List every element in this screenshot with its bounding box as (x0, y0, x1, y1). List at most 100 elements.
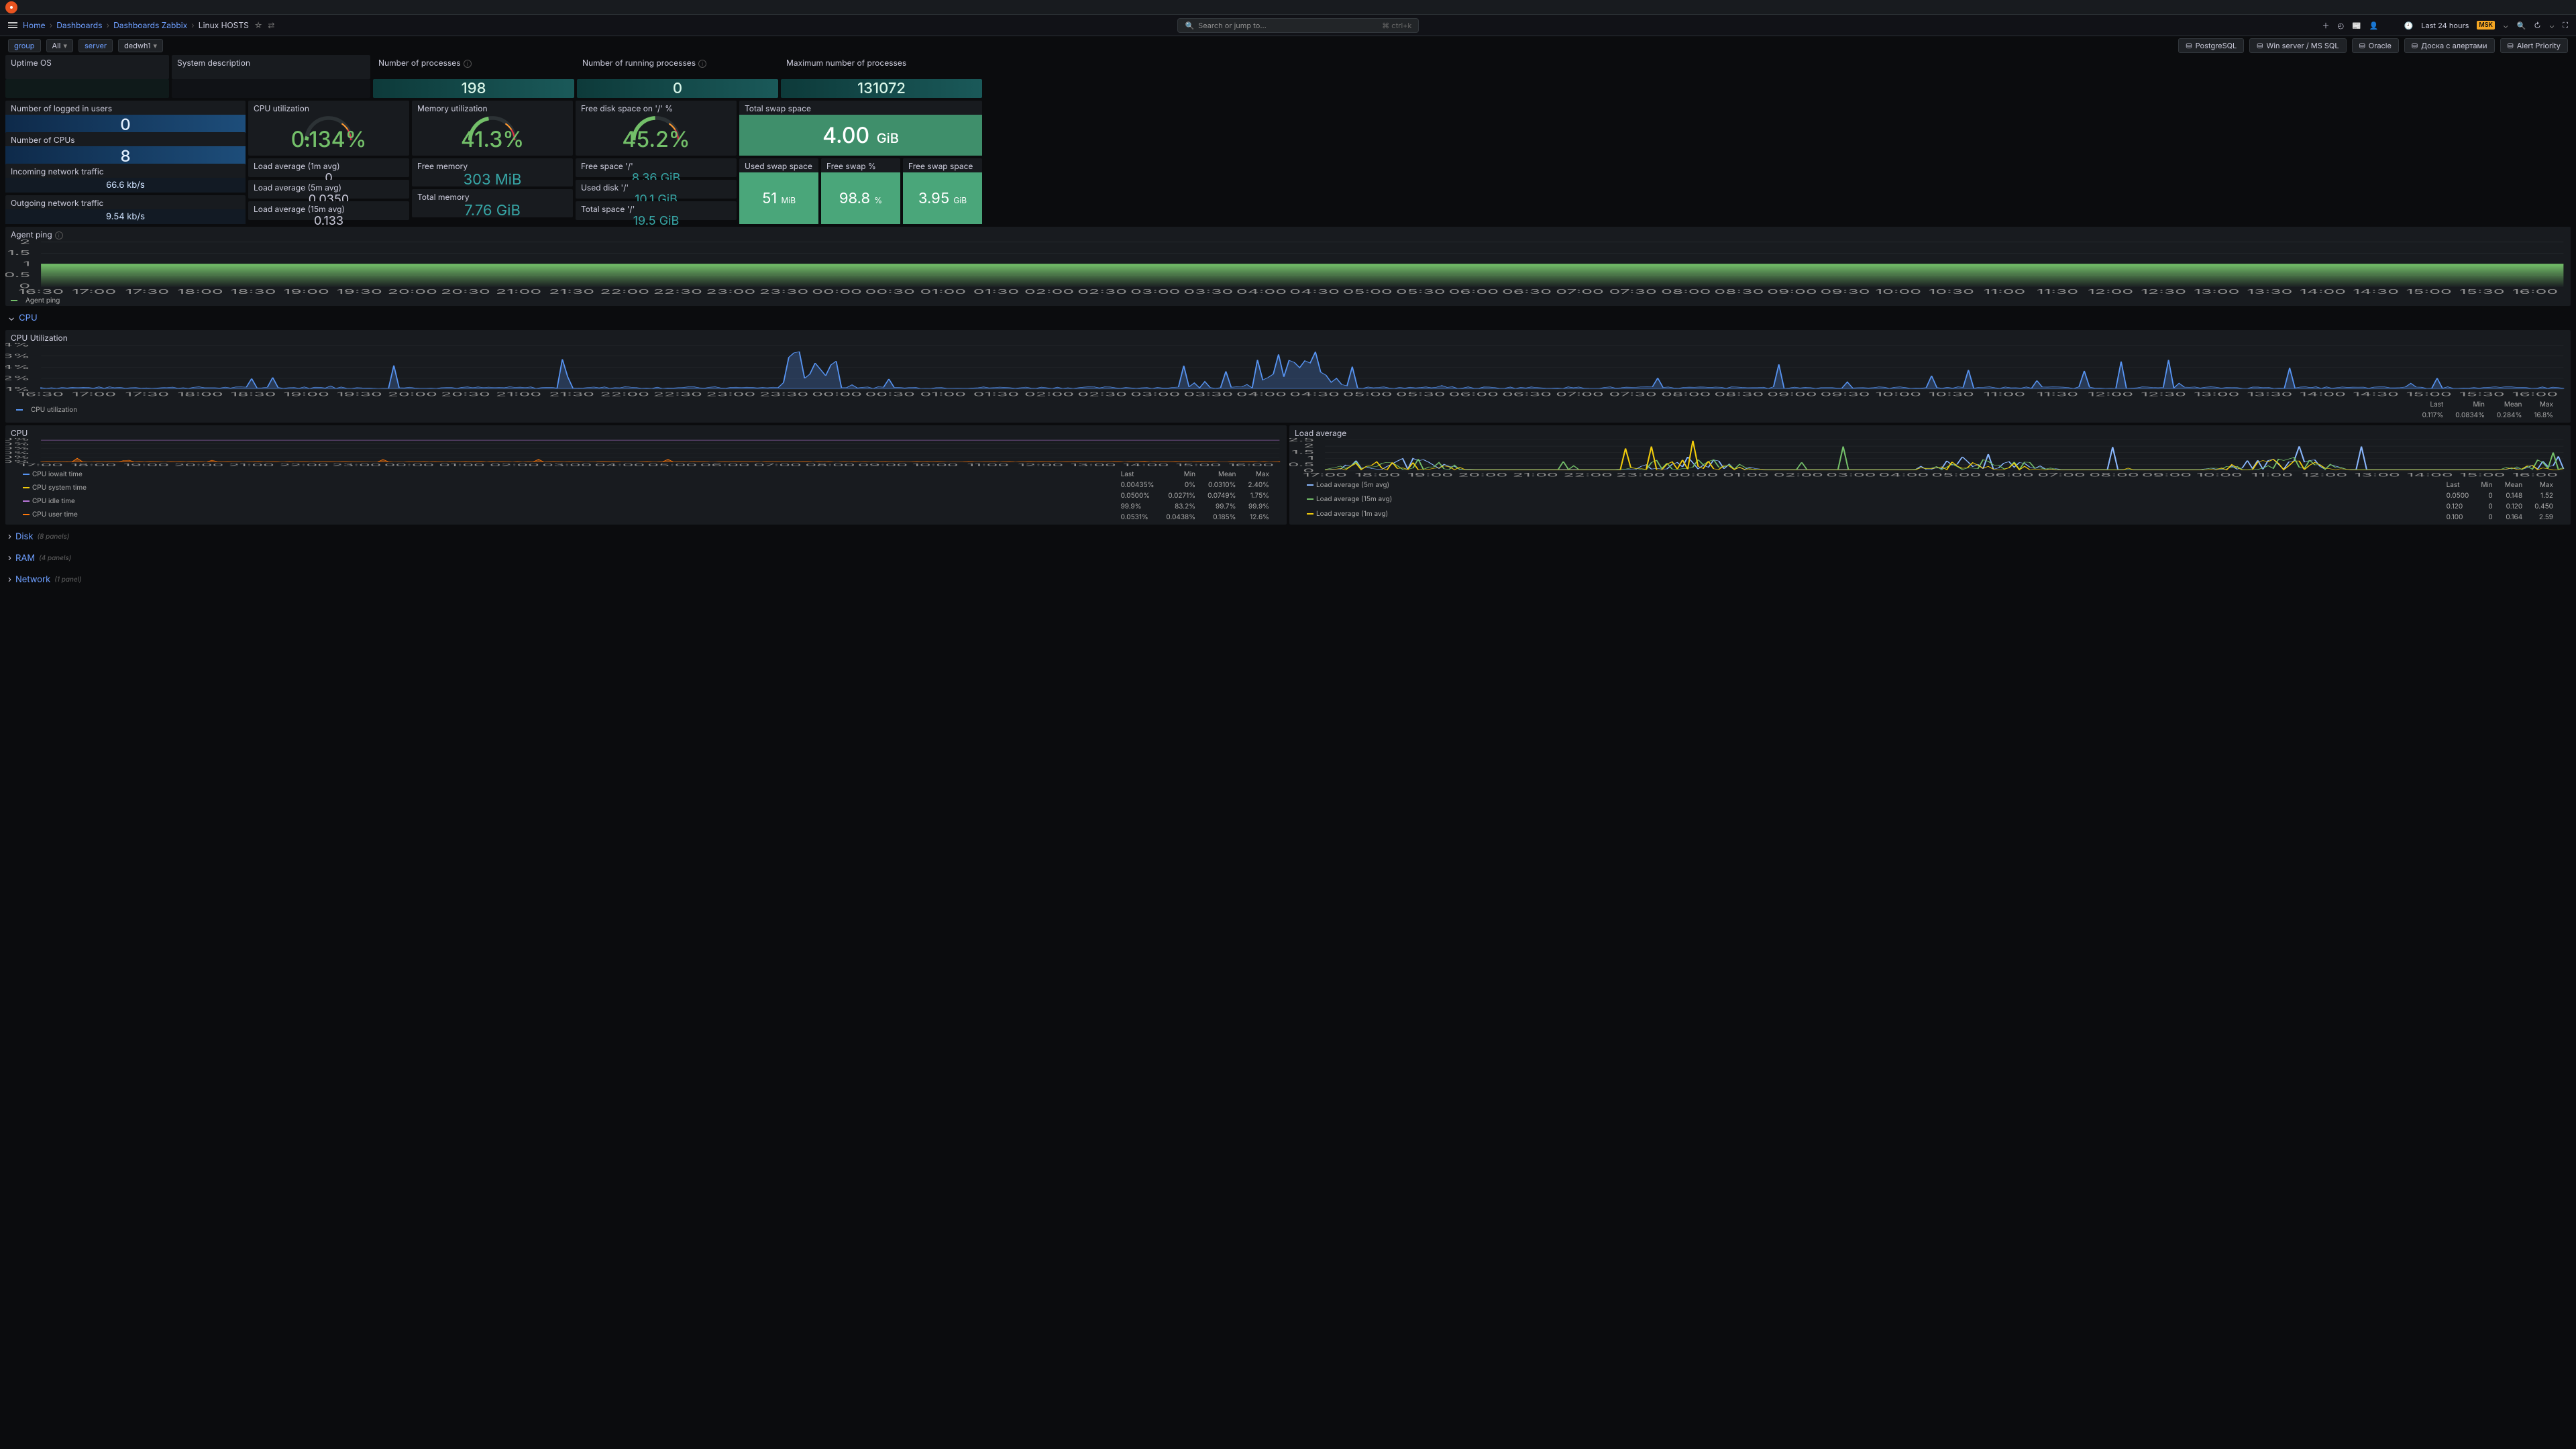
panel-maxp-v[interactable]: 131072 (781, 79, 982, 98)
panel-swap-total[interactable]: Total swap space 4.00 GiB (739, 101, 982, 156)
news-icon[interactable]: 📰 (2352, 21, 2361, 30)
svg-text:20%: 20% (5, 455, 30, 460)
svg-text:19:00: 19:00 (283, 391, 329, 397)
panel-la15[interactable]: Load average (15m avg)0.133 (248, 201, 409, 220)
svg-text:13:30: 13:30 (2247, 288, 2292, 295)
panel-uptime-v[interactable] (5, 79, 169, 98)
panel-maxp-t[interactable]: Maximum number of processes (781, 55, 982, 79)
panel-swap-used[interactable]: Used swap space51 MiB (739, 158, 818, 224)
row-cpu[interactable]: ⌄CPU (5, 309, 2571, 327)
panel-agent-ping[interactable]: Agent pingi 21.510.5016:3017:0017:3018:0… (5, 227, 2571, 306)
ubuntu-icon[interactable] (5, 1, 17, 13)
bc-l1[interactable]: Dashboards (56, 20, 102, 30)
panel-cpus[interactable]: Number of CPUs 8 (5, 132, 246, 161)
svg-text:07:00: 07:00 (1556, 288, 1604, 295)
svg-text:05:30: 05:30 (1396, 288, 1446, 295)
panel-cpu[interactable]: CPU 100%80%60%40%20%0%17:0018:0019:0020:… (5, 425, 1287, 525)
svg-text:18:30: 18:30 (231, 391, 276, 397)
share-icon[interactable]: ⇄ (268, 20, 274, 30)
breadcrumb: Home› Dashboards› Dashboards Zabbix› Lin… (23, 20, 249, 30)
svg-text:13:00: 13:00 (2194, 391, 2239, 397)
panel-disk-gauge[interactable]: Free disk space on '/' % 45.2% (576, 101, 737, 156)
panel-sysdesc-v[interactable] (172, 79, 370, 98)
panel-mem-gauge[interactable]: Memory utilization 41.3% (412, 101, 573, 156)
help-icon[interactable]: ◴ (2338, 21, 2345, 30)
row-network[interactable]: ›Network(1 panel) (5, 570, 2571, 589)
panel-in[interactable]: Incoming network traffic 66.6 kb/s (5, 164, 246, 193)
panel-nproc-t[interactable]: Number of processesi (373, 55, 574, 79)
link-win[interactable]: ⛁ Win server / MS SQL (2249, 38, 2346, 53)
svg-text:16:00: 16:00 (2512, 391, 2558, 397)
svg-text:12:00: 12:00 (2088, 391, 2133, 397)
svg-text:10:00: 10:00 (2196, 472, 2243, 478)
bc-home[interactable]: Home (23, 20, 46, 30)
panel-totm[interactable]: Total memory7.76 GiB (412, 189, 573, 217)
panel-nproc-v[interactable]: 198 (373, 79, 574, 98)
panel-usedd[interactable]: Used disk '/'10.1 GiB (576, 180, 737, 199)
cpu-chart: 100%80%60%40%20%0%17:0018:0019:0020:0021… (5, 438, 1287, 467)
var-group[interactable]: group (8, 39, 41, 52)
svg-text:11:30: 11:30 (2037, 391, 2078, 397)
svg-text:23:00: 23:00 (706, 288, 756, 295)
panel-la1[interactable]: Load average (1m avg)0 (248, 158, 409, 177)
row-ram[interactable]: ›RAM(4 panels) (5, 549, 2571, 568)
svg-text:14:00: 14:00 (2407, 472, 2453, 478)
panel-out[interactable]: Outgoing network traffic 9.54 kb/s (5, 195, 246, 224)
svg-text:15:00: 15:00 (2460, 472, 2506, 478)
menu-icon[interactable] (8, 22, 17, 28)
svg-text:16:00: 16:00 (2512, 288, 2558, 295)
svg-text:18:00: 18:00 (177, 391, 223, 397)
panel-nrun-t[interactable]: Number of running processesi (577, 55, 778, 79)
panel-sysdesc[interactable]: System description (172, 55, 370, 79)
var-server[interactable]: server (78, 39, 113, 52)
svg-text:20:00: 20:00 (388, 288, 437, 295)
panel-la5[interactable]: Load average (5m avg)0.0350 (248, 180, 409, 199)
panel-swap-free[interactable]: Free swap space3.95 GiB (903, 158, 982, 224)
star-icon[interactable]: ☆ (254, 20, 263, 30)
panel-logged[interactable]: Number of logged in users 0 (5, 101, 246, 129)
agent-ping-chart: 21.510.5016:3017:0017:3018:0018:3019:001… (5, 239, 2571, 295)
kiosk-icon[interactable]: ⛶ (2563, 20, 2568, 30)
panel-freem[interactable]: Free memory303 MiB (412, 158, 573, 186)
svg-text:22:30: 22:30 (653, 288, 702, 295)
svg-text:12:30: 12:30 (2141, 288, 2186, 295)
link-alerts[interactable]: ⛁ Доска с алертами (2404, 38, 2495, 53)
var-server-val[interactable]: dedwh1 ▾ (118, 39, 163, 52)
panel-cpuutil[interactable]: CPU Utilization 64%16%4%2%1%16:3017:0017… (5, 330, 2571, 423)
cpu-stats: LastMinMeanMax0.00435%0%0.0310%2.40%0.05… (1109, 467, 1281, 525)
panel-cpu-gauge[interactable]: CPU utilization 0.134% (248, 101, 409, 156)
info-icon: i (464, 60, 472, 68)
la-legend: Load average (5m avg) Load average (15m … (1295, 478, 1404, 525)
svg-text:40%: 40% (5, 451, 30, 455)
panel-nrun-v[interactable]: 0 (577, 79, 778, 98)
panel-freesp[interactable]: Free space '/'8.36 GiB (576, 158, 737, 177)
bc-l2[interactable]: Dashboards Zabbix (113, 20, 187, 30)
refresh-icon[interactable]: ↻ (2534, 21, 2541, 30)
svg-text:10:00: 10:00 (1875, 391, 1921, 397)
panel-totsp[interactable]: Total space '/'19.5 GiB (576, 201, 737, 220)
svg-text:03:00: 03:00 (1130, 288, 1180, 295)
time-range[interactable]: Last 24 hours (2421, 21, 2469, 30)
search-input[interactable]: 🔍 Search or jump to... ⌘ ctrl+k (1177, 18, 1419, 33)
zoom-out-icon[interactable]: 🔍 (2517, 21, 2526, 30)
panel-swap-pct[interactable]: Free swap %98.8 % (821, 158, 900, 224)
link-oracle[interactable]: ⛁ Oracle (2352, 38, 2399, 53)
svg-text:02:30: 02:30 (1077, 288, 1127, 295)
svg-text:06:00: 06:00 (1449, 288, 1499, 295)
link-prio[interactable]: ⛁ Alert Priority (2500, 38, 2568, 53)
row-disk[interactable]: ›Disk(8 panels) (5, 527, 2571, 546)
svg-text:80%: 80% (5, 441, 30, 446)
svg-text:1.5: 1.5 (1291, 449, 1314, 455)
tz-badge: MSK (2477, 21, 2494, 30)
svg-text:16:30: 16:30 (18, 391, 64, 397)
svg-text:2%: 2% (5, 375, 30, 382)
plus-icon[interactable]: ＋ (2322, 20, 2330, 31)
panel-uptime[interactable]: Uptime OS (5, 55, 169, 79)
svg-text:12:00: 12:00 (2088, 288, 2133, 295)
link-pg[interactable]: ⛁ PostgreSQL (2178, 38, 2244, 53)
var-group-val[interactable]: All ▾ (46, 39, 73, 52)
svg-text:19:30: 19:30 (337, 391, 382, 397)
avatar[interactable]: 👤 (2369, 21, 2379, 30)
svg-text:15:30: 15:30 (2459, 391, 2505, 397)
panel-la[interactable]: Load average 2.521.510.5017:0018:0019:00… (1289, 425, 2571, 525)
